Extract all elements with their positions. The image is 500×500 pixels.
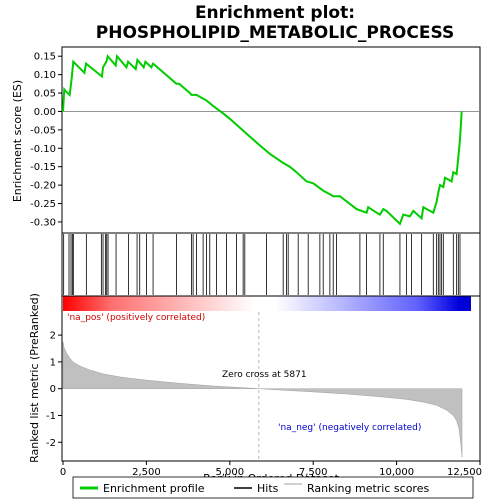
es-ytick-label: -0.05 (30, 125, 56, 136)
es-ytick-label: -0.10 (30, 144, 56, 155)
es-ytick-label: -0.20 (30, 181, 56, 192)
x-tick-label: 7,500 (299, 467, 328, 478)
chart-title-line1: Enrichment plot: (195, 3, 355, 23)
metric-ylabel: Ranked list metric (PreRanked) (28, 293, 41, 463)
x-tick-label: 12,500 (447, 467, 482, 478)
es-ylabel: Enrichment score (ES) (11, 80, 24, 202)
es-ytick-label: -0.30 (30, 217, 56, 228)
es-ytick-label: -0.25 (30, 199, 56, 210)
legend-frame (72, 476, 474, 499)
metric-ytick-label: 2 (50, 331, 56, 342)
es-ytick-label: 0.10 (34, 70, 56, 81)
metric-ytick-label: 1 (50, 357, 56, 368)
metric-ytick-label: 0 (50, 384, 56, 395)
x-tick-label: 0 (60, 467, 66, 478)
hits-panel (61, 232, 481, 297)
neg-correlated-label: 'na_neg' (negatively correlated) (278, 423, 421, 433)
hits-panel-frame (61, 232, 481, 297)
legend-hits-label: Hits (257, 482, 279, 495)
top-panel-frame (61, 46, 481, 234)
legend-profile-label: Enrichment profile (103, 482, 205, 495)
legend: Enrichment profile Hits Ranking metric s… (72, 476, 474, 499)
chart-title-line2: PHOSPHOLIPID_METABOLIC_PROCESS (96, 23, 454, 43)
legend-metric-label: Ranking metric scores (307, 482, 429, 495)
ranked-metric-panel: 2 1 0 -1 -2 'na_pos' (positively correlated)… (28, 293, 481, 463)
es-ytick-label: 0.00 (34, 107, 56, 118)
es-ytick-label: 0.05 (34, 89, 56, 100)
rank-color-bar (63, 296, 471, 311)
x-tick-label: 2,500 (132, 467, 161, 478)
metric-ytick-label: -2 (46, 438, 56, 449)
metric-ytick-label: -1 (46, 411, 56, 422)
enrichment-profile-line (62, 53, 463, 226)
x-tick-label: 10,000 (379, 467, 414, 478)
es-ytick-label: -0.15 (30, 162, 56, 173)
zero-cross-label: Zero cross at 5871 (222, 370, 307, 380)
bottom-panel-frame (61, 295, 481, 462)
es-ytick-label: 0.15 (34, 52, 56, 63)
pos-correlated-label: 'na_pos' (positively correlated) (67, 313, 205, 323)
ranking-metric-area (62, 341, 463, 458)
x-tick-label: 5,000 (215, 467, 244, 478)
enrichment-score-panel: 0.15 0.10 0.05 0.00 -0.05 -0.10 -0.15 -0.20 -0.2… (11, 46, 481, 234)
